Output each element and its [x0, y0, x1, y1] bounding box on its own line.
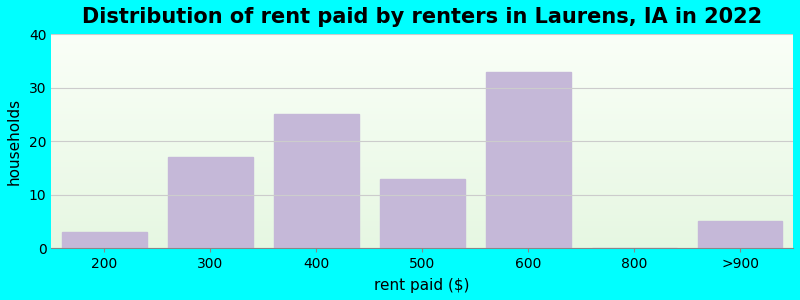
Y-axis label: households: households [7, 98, 22, 184]
Bar [62, 232, 146, 248]
X-axis label: rent paid ($): rent paid ($) [374, 278, 470, 293]
Bar [274, 114, 358, 248]
Bar [380, 178, 465, 248]
Bar [168, 157, 253, 248]
Bar [698, 221, 782, 248]
Bar [486, 71, 570, 248]
Title: Distribution of rent paid by renters in Laurens, IA in 2022: Distribution of rent paid by renters in … [82, 7, 762, 27]
